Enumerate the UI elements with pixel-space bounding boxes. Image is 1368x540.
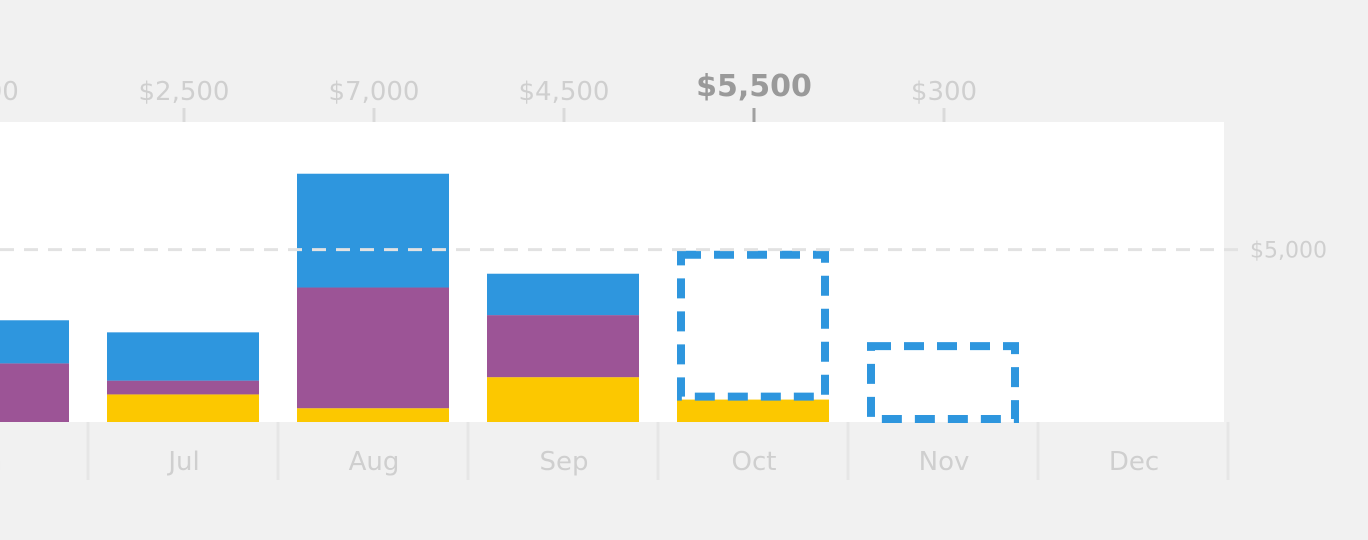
month-label-jul: Jul: [166, 447, 199, 477]
month-label-jun: n: [0, 447, 2, 477]
month-label-aug: Aug: [349, 447, 400, 477]
month-label-dec: Dec: [1109, 447, 1159, 477]
bar-segment-jun-2: [0, 320, 69, 364]
total-label-jul: $2,500: [139, 77, 230, 107]
bar-segment-sep-1: [487, 315, 639, 378]
month-label-oct: Oct: [732, 447, 777, 477]
bar-segment-sep-2: [487, 273, 639, 316]
bar-segment-aug-1: [297, 287, 449, 409]
projected-box-nov: [867, 342, 1019, 424]
bar-segment-sep-0: [487, 377, 639, 422]
bar-segment-aug-2: [297, 173, 449, 288]
month-label-sep: Sep: [539, 447, 588, 477]
bar-segment-jul-2: [107, 332, 259, 381]
reference-line-label: $5,000: [1250, 239, 1327, 264]
total-label-nov: $300: [911, 77, 977, 107]
month-label-nov: Nov: [919, 447, 970, 477]
total-label-sep: $4,500: [519, 77, 610, 107]
bar-segment-jun-1: [0, 363, 69, 422]
bar-segment-jul-0: [107, 394, 259, 422]
total-label-oct: $5,500: [696, 69, 812, 104]
bar-segment-oct-0: [677, 399, 829, 422]
total-label-jun: 000: [0, 77, 19, 107]
total-label-aug: $7,000: [329, 77, 420, 107]
bar-segment-jul-1: [107, 380, 259, 395]
bar-segment-aug-0: [297, 408, 449, 422]
projected-box-oct: [677, 250, 829, 401]
